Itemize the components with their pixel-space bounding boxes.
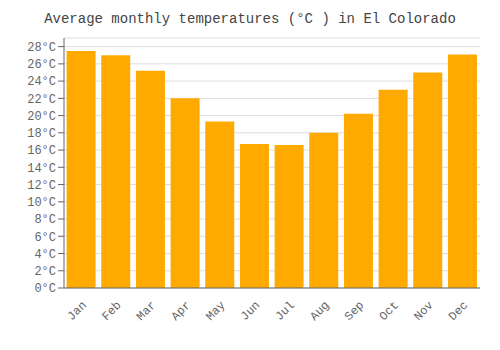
svg-text:Feb: Feb bbox=[99, 299, 124, 324]
svg-text:Jul: Jul bbox=[273, 299, 298, 324]
svg-text:Jun: Jun bbox=[238, 299, 263, 324]
svg-text:Nov: Nov bbox=[411, 299, 436, 324]
svg-text:22°C: 22°C bbox=[27, 93, 56, 107]
svg-text:16°C: 16°C bbox=[27, 144, 56, 158]
svg-text:0°C: 0°C bbox=[34, 282, 56, 296]
svg-text:24°C: 24°C bbox=[27, 75, 56, 89]
svg-text:2°C: 2°C bbox=[34, 265, 56, 279]
html-text:Average monthly temperatures (: Average monthly temperatures (°C ) in El… bbox=[44, 11, 456, 27]
svg-text:Sep: Sep bbox=[342, 299, 367, 324]
svg-text:26°C: 26°C bbox=[27, 58, 56, 72]
svg-text:10°C: 10°C bbox=[27, 196, 56, 210]
svg-text:Oct: Oct bbox=[377, 299, 402, 324]
svg-text:4°C: 4°C bbox=[34, 248, 56, 262]
svg-text:14°C: 14°C bbox=[27, 162, 56, 176]
svg-text:Dec: Dec bbox=[446, 299, 471, 324]
svg-text:6°C: 6°C bbox=[34, 231, 56, 245]
svg-text:Aug: Aug bbox=[307, 299, 332, 324]
svg-text:Apr: Apr bbox=[169, 299, 194, 324]
svg-text:20°C: 20°C bbox=[27, 110, 56, 124]
svg-text:12°C: 12°C bbox=[27, 179, 56, 193]
svg-text:28°C: 28°C bbox=[27, 41, 56, 55]
svg-text:Jan: Jan bbox=[65, 299, 90, 324]
svg-text:May: May bbox=[203, 299, 228, 324]
svg-text:Mar: Mar bbox=[134, 299, 159, 324]
svg-text:8°C: 8°C bbox=[34, 213, 56, 227]
svg-text:18°C: 18°C bbox=[27, 127, 56, 141]
